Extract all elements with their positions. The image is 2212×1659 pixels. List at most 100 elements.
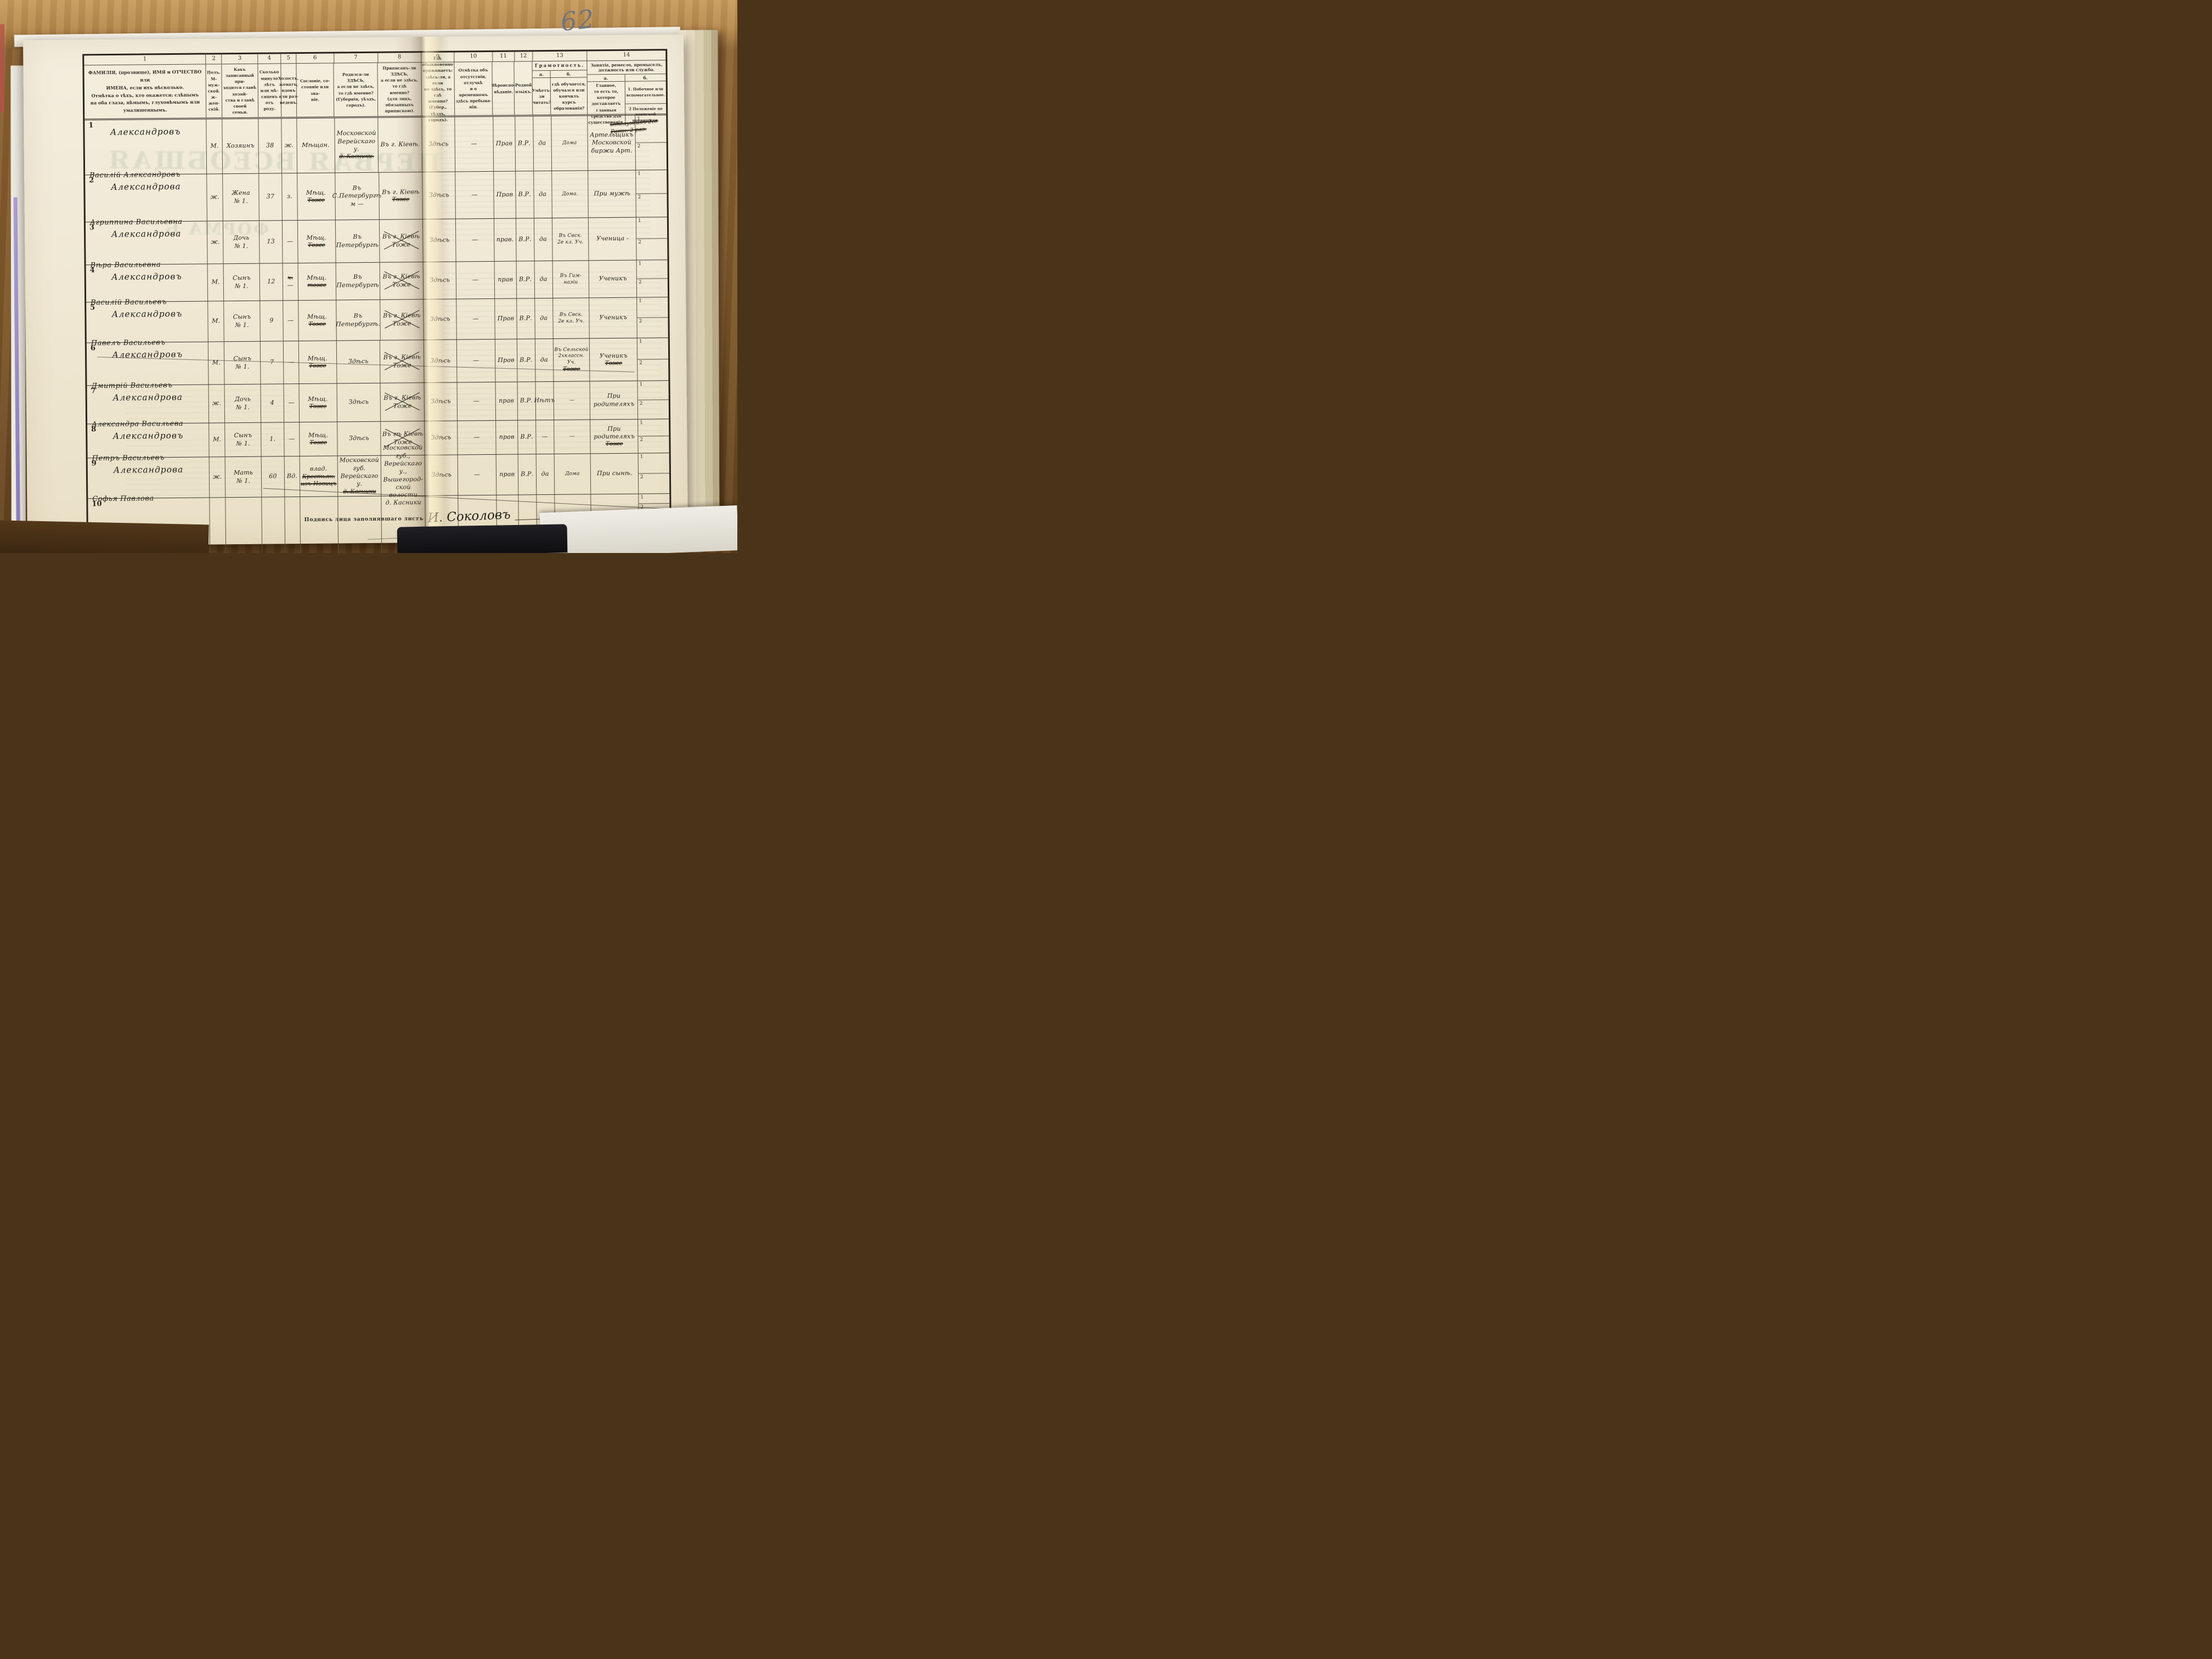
table-row: 5 Александровъ Павелъ Васильевъ М. Сынъ … <box>86 297 668 347</box>
cell-age: 7 <box>260 341 284 384</box>
cell-faith: Прав <box>494 171 516 218</box>
cell-language: В.Р. <box>517 420 537 454</box>
cell-estate: Мѣщ. Тоже <box>297 173 336 221</box>
militia-sub1: 1 <box>638 419 669 437</box>
cell-name: 1 Александровъ Василій Александровъ <box>84 119 207 179</box>
militia-sub1: 1 <box>637 297 668 318</box>
cell-age: 13 <box>259 221 283 263</box>
surname-handwriting: Александрова <box>112 392 183 403</box>
header-col-sex: Полъ. М-муж- ской. ж-жен- скій. <box>206 64 223 118</box>
header-text-row: ФАМИЛІЯ, (прозвище), ИМЯ и ОТЧЕСТВО или … <box>84 56 667 126</box>
given-name-handwriting: Петръ Васильевъ <box>92 454 165 463</box>
cell-language: В.Р. <box>516 261 535 298</box>
cell-birthplace: Въ Петербургѣ. <box>336 300 381 341</box>
cell-sex: М. <box>208 301 225 342</box>
cell-literacy: да <box>533 171 552 218</box>
militia-sub2: 2 <box>639 318 642 324</box>
cell-sex: ж. <box>207 221 224 264</box>
cell-estate: Мѣщан. <box>297 118 335 173</box>
pencil-page-number: 62 <box>559 3 597 37</box>
given-name-handwriting: Василій Александровъ <box>89 170 180 180</box>
cell-name: 9 Александрова Софья Павлова <box>87 457 210 503</box>
header-col-relation: Какъ записанный при- ходится главѣ хозяй… <box>222 64 259 118</box>
header-col-marital: Холостъ, женатъ, вдовъ или раз- веденъ. <box>278 64 298 117</box>
header-num-7: 7 <box>334 53 378 63</box>
cell-ascribed: Въ г. Кіевѣ Тоже <box>379 219 424 262</box>
signature-label: Подпись лица заполнявшаго листъ <box>304 516 424 523</box>
cell-name: 4 Александровъ Василій Васильевъ <box>86 264 208 307</box>
cell-absence: — <box>456 218 495 262</box>
cell-name: 6 Александровъ Дмитрій Васильевъ <box>86 342 209 390</box>
header-col-occupation: Занятіе, ремесло, промыселъ, должность и… <box>587 60 667 126</box>
cell-faith: прав <box>495 382 518 420</box>
militia-sub1: 1 <box>636 170 667 194</box>
cell-marital: — <box>282 221 298 263</box>
cell-ascribed: Въ г. Кіевѣ Тоже <box>380 300 425 340</box>
cell-residence: Здѣсь <box>424 340 458 383</box>
header-num-8: 8 <box>377 53 422 63</box>
header-col-residence: Гдѣ обыкновенно проживаетъ: здѣсь-ли, а … <box>421 56 455 122</box>
cell-militia: 1 2 <box>636 170 667 217</box>
surname-handwriting: Александровъ <box>111 271 182 283</box>
cell-marital: ж. <box>281 119 298 173</box>
surname-handwriting: Александровъ <box>111 308 183 320</box>
cell-age: 12 <box>259 263 284 301</box>
militia-sub1: 1 <box>636 217 668 239</box>
militia-sub2: 2 <box>637 143 641 149</box>
header-num-6: 6 <box>296 53 335 64</box>
cell-birthplace: Въ Петербургѣ <box>336 262 380 300</box>
header-col-name: ФАМИЛІЯ, (прозвище), ИМЯ и ОТЧЕСТВО или … <box>84 64 207 119</box>
cell-relation: Хозяинъ <box>222 119 259 174</box>
cell-militia: 1 2 <box>636 260 668 297</box>
cell-relation: Жена № 1. <box>223 173 259 221</box>
cell-literacy: да <box>533 116 552 171</box>
militia-sub2: 2 <box>639 279 642 285</box>
cell-education: Въ Свск. 2е кл. Уч. <box>552 298 590 338</box>
militia-sub1: 1 <box>639 494 670 504</box>
cell-name: 5 Александровъ Павелъ Васильевъ <box>86 301 209 347</box>
open-spread: ПЕРВАЯ ВСЕОБЩАЯ ФОРМА Б. 1 2 3 4 5 6 7 8… <box>23 34 689 553</box>
cell-estate: влад. Крестьян. изъ Новицъ <box>300 456 338 497</box>
literacy-sub-a: а. Умѣетъ- ли читать? <box>532 71 551 115</box>
cell-name: 2 Александрова Агриппина Васильевна <box>85 174 208 227</box>
cell-birthplace: Здѣсь <box>337 421 382 456</box>
cell-literacy: да <box>534 218 553 261</box>
header-col-language: Родной языкъ. <box>514 61 533 115</box>
cell-language: В.Р. <box>516 218 535 261</box>
cell-residence: Здѣсь <box>423 262 457 300</box>
cell-ascribed: Въ г. Кіевѣ Тоже <box>380 383 425 421</box>
cell-birthplace: Въ С.Петербургѣ м — <box>332 172 382 220</box>
cell-occupation: Ученикъ <box>589 260 637 298</box>
cell-faith: прав. <box>494 218 517 261</box>
cell-estate: Мѣщ. Тоже <box>298 341 337 384</box>
table-row: 4 Александровъ Василій Васильевъ М. Сынъ… <box>86 260 668 307</box>
cell-occupation: При родителяхъ <box>590 381 639 420</box>
header-col-birthplace: Родился-ли ЗДѢСЬ, а если не здѣсь, то гд… <box>334 63 379 117</box>
cell-absence: — <box>456 298 495 340</box>
table-row: 1 Александровъ Василій Александровъ М. Х… <box>84 115 667 179</box>
cell-sex <box>210 498 226 517</box>
cell-faith: прав <box>495 420 518 454</box>
surname-handwriting <box>88 505 209 506</box>
header-num-12: 12 <box>515 52 533 61</box>
cell-residence: Здѣсь <box>422 117 456 172</box>
cell-language: В.Р. <box>515 116 534 171</box>
cell-estate: Мѣщ. Тоже <box>299 383 337 422</box>
cell-sex: М. <box>208 342 225 385</box>
cell-sex: ж. <box>208 385 225 423</box>
table-row: 7 Александрова Александра Васильева ж. Д… <box>87 381 669 428</box>
header-num-14: 14 <box>623 52 630 58</box>
cell-sex: ж. <box>207 174 224 221</box>
given-name-handwriting: Вѣра Васильевна <box>90 261 161 270</box>
cell-language: В.Р. <box>515 171 534 218</box>
cell-relation: Сынъ № 1. <box>225 422 262 457</box>
open-book: ПЕРВАЯ ВСЕОБЩАЯ ФОРМА Б. 1 2 3 4 5 6 7 8… <box>7 26 721 553</box>
given-name-handwriting: Василій Васильевъ <box>91 298 167 307</box>
cell-relation: Мать № 1. <box>225 456 262 498</box>
cell-occupation: При сынѣ. <box>591 453 639 494</box>
surname-handwriting: Александровъ <box>112 349 183 360</box>
census-rows: 1 Александровъ Василій Александровъ М. Х… <box>84 115 670 518</box>
dark-object-bottom <box>397 524 568 553</box>
cell-residence: Здѣсь <box>424 382 458 421</box>
cell-birthplace: Здѣсь <box>336 340 381 383</box>
